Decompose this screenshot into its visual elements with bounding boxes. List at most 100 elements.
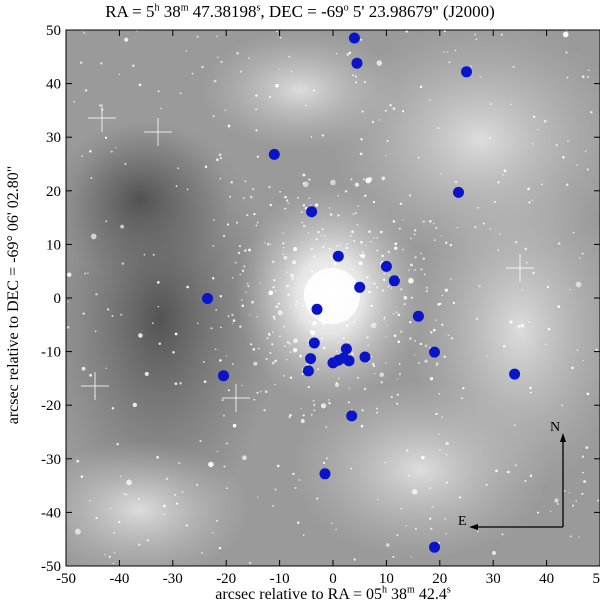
star (132, 402, 137, 408)
star (277, 302, 280, 305)
star (355, 81, 358, 84)
star (405, 524, 408, 527)
star (175, 185, 178, 187)
star (277, 310, 283, 316)
star (335, 528, 337, 531)
star (186, 188, 189, 191)
star (565, 183, 569, 187)
star (373, 365, 376, 368)
star (337, 214, 340, 217)
star (514, 240, 518, 244)
star (239, 70, 243, 73)
star (561, 404, 563, 407)
star (376, 407, 378, 410)
y-tick-label: 10 (46, 237, 61, 253)
star (446, 51, 449, 53)
star (298, 479, 301, 481)
star (482, 222, 485, 225)
star (196, 322, 199, 325)
star (397, 340, 401, 344)
star (313, 409, 316, 412)
star (576, 349, 579, 351)
star (354, 75, 358, 78)
star (345, 246, 348, 250)
star (348, 51, 352, 55)
star (301, 221, 304, 224)
north-label: N (550, 420, 560, 435)
star (124, 162, 127, 166)
star (106, 308, 110, 311)
star (314, 291, 316, 294)
star (325, 299, 328, 303)
star (186, 285, 189, 289)
star (307, 340, 309, 342)
star (248, 248, 251, 252)
star (179, 92, 182, 95)
data-point (311, 303, 323, 315)
star (275, 305, 278, 309)
star (283, 325, 286, 328)
star (413, 354, 416, 356)
star (199, 439, 202, 443)
star (337, 342, 339, 344)
data-point (509, 368, 521, 380)
data-point (332, 250, 344, 262)
star (429, 517, 432, 520)
star (203, 380, 207, 384)
star (513, 424, 516, 427)
star (241, 304, 245, 308)
star (422, 257, 426, 261)
star (403, 296, 408, 300)
star (445, 441, 449, 446)
star (346, 324, 349, 328)
star (581, 252, 584, 255)
star (269, 243, 272, 245)
star (225, 355, 228, 357)
star (213, 219, 215, 221)
star (568, 492, 570, 494)
star (349, 294, 352, 296)
star (489, 136, 492, 139)
star (284, 345, 286, 347)
star (220, 326, 222, 329)
star (94, 330, 97, 333)
star (590, 111, 593, 114)
star (441, 416, 443, 418)
star (310, 247, 313, 251)
star (389, 103, 392, 107)
data-point (359, 351, 371, 363)
star (191, 72, 194, 75)
star (346, 340, 350, 343)
star (124, 37, 129, 42)
data-point (354, 281, 366, 293)
data-point (218, 370, 229, 382)
star (363, 80, 366, 84)
star (576, 164, 578, 166)
star (256, 391, 259, 394)
star (524, 480, 527, 482)
star (529, 386, 532, 390)
star (271, 361, 275, 365)
star (82, 312, 85, 315)
data-point (327, 357, 339, 369)
star (236, 51, 239, 55)
star (595, 348, 598, 352)
star (246, 214, 249, 217)
star (386, 139, 389, 142)
star (73, 100, 76, 103)
star (289, 376, 292, 379)
star (383, 272, 386, 275)
star (474, 226, 477, 229)
east-label: E (458, 514, 467, 529)
star (259, 390, 262, 393)
star (104, 136, 108, 139)
star (308, 178, 311, 181)
data-point (340, 343, 352, 355)
star (424, 359, 428, 363)
star (420, 268, 423, 271)
star (362, 178, 365, 181)
star (138, 543, 141, 546)
star (475, 38, 477, 40)
star (282, 242, 285, 245)
star (286, 284, 289, 288)
